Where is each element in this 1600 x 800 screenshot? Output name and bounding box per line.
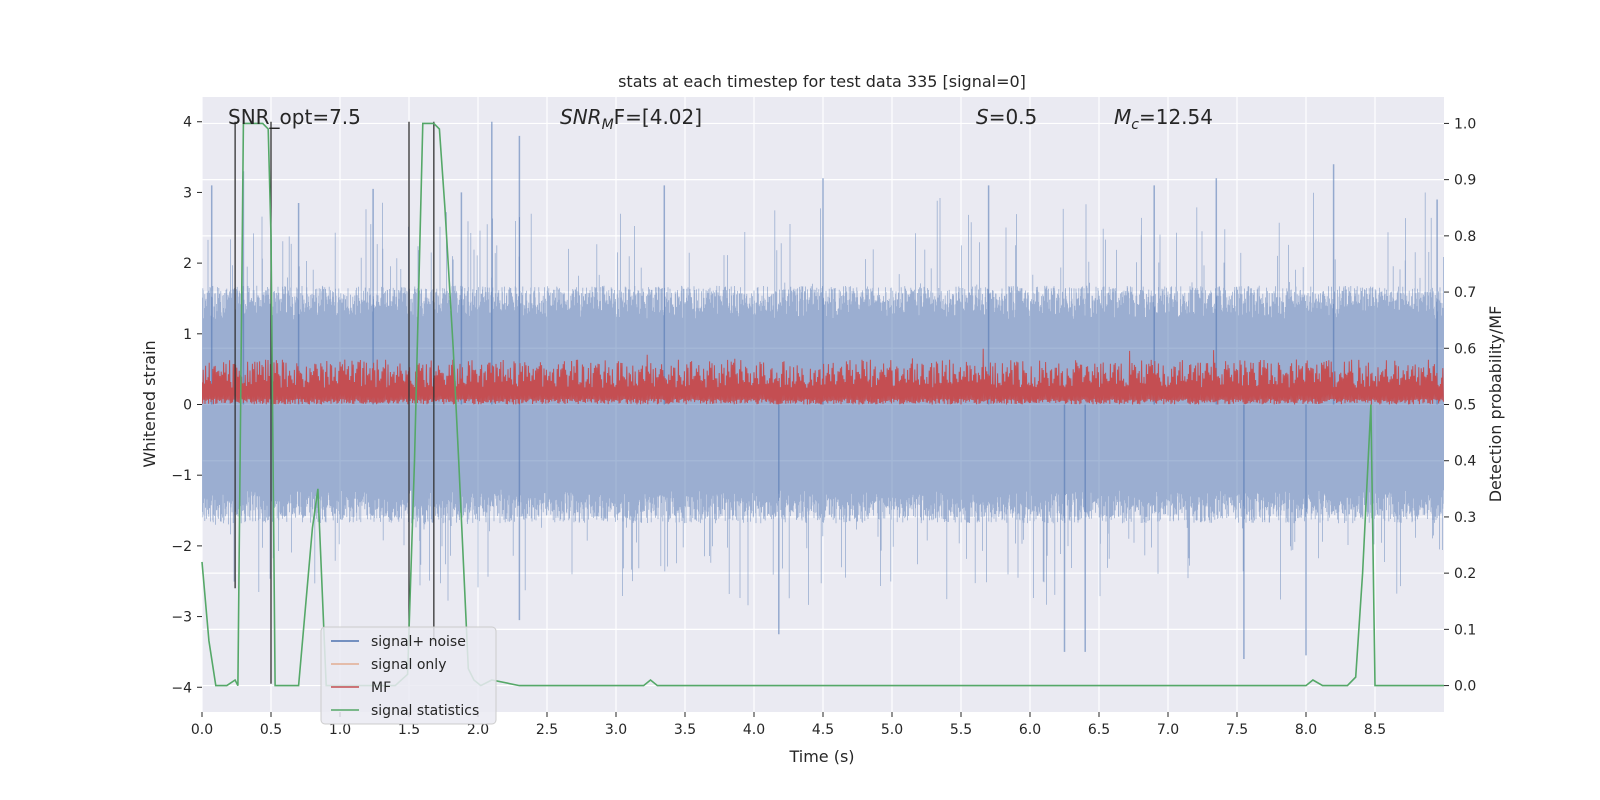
y2-tick-label: 0.0 [1454, 679, 1476, 695]
annotation-mc-subscript: c [1131, 117, 1139, 133]
x-tick-label: 1.0 [329, 722, 351, 738]
y-tick-label: 3 [183, 185, 192, 201]
legend: signal+ noise signal only MF signal statist… [320, 626, 497, 725]
signal-noise-peaks [210, 121, 1438, 659]
y-tick-label: −1 [171, 468, 192, 484]
legend-label: signal+ noise [371, 634, 466, 650]
legend-label: signal statistics [371, 703, 479, 719]
y2-tick-label: 0.8 [1454, 229, 1476, 245]
x-tick-label: 5.5 [950, 722, 972, 738]
legend-frame [320, 626, 497, 725]
x-tick-label: 4.5 [812, 722, 834, 738]
y-axis-label: Whitened strain [140, 340, 159, 467]
x-tick-label: 5.0 [881, 722, 903, 738]
x-tick-label: 8.0 [1295, 722, 1317, 738]
chart-title: stats at each timestep for test data 335… [618, 72, 1026, 91]
y2-tick-label: 0.9 [1454, 173, 1476, 189]
y-tick-label: 2 [183, 256, 192, 272]
x-tick-label: 3.5 [674, 722, 696, 738]
y-tick-label: 0 [183, 398, 192, 414]
legend-label: signal only [371, 657, 446, 673]
x-tick-label: 0.5 [260, 722, 282, 738]
axes-layer: 0.0 0.5 1.0 1.5 2.0 2.5 3.0 3.5 4.0 4.5 5.0 5.5 6.0 6… [171, 115, 1476, 738]
stats-layer [201, 122, 1444, 687]
y2-tick-label: 0.7 [1454, 285, 1476, 301]
y2-tick-label: 0.4 [1454, 454, 1476, 470]
x-tick-label: 1.5 [398, 722, 420, 738]
y2-tick-label: 1.0 [1454, 116, 1476, 132]
y2-axis-label: Detection probability/MF [1486, 306, 1505, 503]
y2-tick-label: 0.2 [1454, 566, 1476, 582]
annotation-snr-opt: SNR_opt=7.5 [228, 105, 361, 129]
y-tick-label: 4 [183, 115, 192, 131]
y2-tick-label: 0.3 [1454, 510, 1476, 526]
y2-tick-label: 0.6 [1454, 341, 1476, 357]
y2-tick-label: 0.5 [1454, 398, 1476, 414]
y-tick-label: −2 [171, 539, 192, 555]
annotation-mc-symbol: M [1114, 105, 1131, 129]
annotation-s: S=0.5 [976, 105, 1037, 129]
y2-tick-label: 0.1 [1454, 622, 1476, 638]
annotation-mc: Mc=12.54 [1114, 105, 1213, 133]
y-tick-label: 1 [183, 327, 192, 343]
y-tick-label: −3 [171, 610, 192, 626]
x-tick-label: 6.0 [1019, 722, 1041, 738]
x-axis-label: Time (s) [788, 747, 854, 766]
annotation-snr-mf: SNRMF=[4.02] [560, 105, 702, 133]
x-tick-label: 8.5 [1364, 722, 1386, 738]
y-tick-label: −4 [171, 680, 192, 696]
annotation-snr-mf-value: F=[4.02] [614, 105, 702, 129]
x-tick-label: 4.0 [743, 722, 765, 738]
x-tick-label: 6.5 [1088, 722, 1110, 738]
signal-statistics-line [201, 122, 1444, 687]
legend-label: MF [371, 680, 391, 696]
x-tick-label: 0.0 [191, 722, 213, 738]
annotation-s-value: =0.5 [989, 105, 1038, 129]
annotation-mc-value: =12.54 [1139, 105, 1213, 129]
x-tick-label: 3.0 [605, 722, 627, 738]
annotation-s-symbol: S [976, 105, 989, 129]
annotation-snr-mf-subscript: M [602, 117, 614, 133]
x-tick-label: 7.5 [1226, 722, 1248, 738]
x-tick-label: 7.0 [1157, 722, 1179, 738]
x-tick-label: 2.5 [536, 722, 558, 738]
annotation-snr-mf-symbol: SNR [560, 105, 602, 129]
x-tick-label: 2.0 [467, 722, 489, 738]
